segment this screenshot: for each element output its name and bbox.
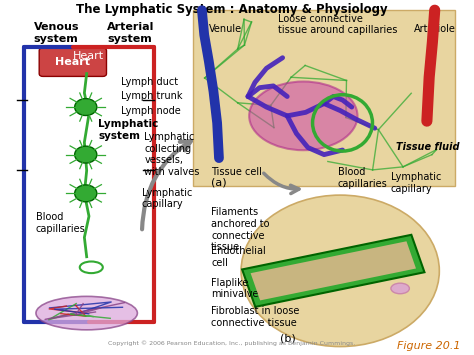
Text: Lymphatic
capillary: Lymphatic capillary xyxy=(142,188,192,209)
Ellipse shape xyxy=(391,283,410,294)
Text: Blood
capillaries: Blood capillaries xyxy=(338,167,388,189)
Text: Filaments
anchored to
connective
tissue: Filaments anchored to connective tissue xyxy=(211,207,270,252)
Text: Tissue fluid: Tissue fluid xyxy=(395,142,459,152)
Text: Venous
system: Venous system xyxy=(34,22,79,44)
Text: Lymph trunk: Lymph trunk xyxy=(121,92,183,102)
Text: Arteriole: Arteriole xyxy=(414,24,456,34)
Circle shape xyxy=(241,195,439,346)
Text: Copyright © 2006 Pearson Education, Inc., publishing as Benjamin Cummings.: Copyright © 2006 Pearson Education, Inc.… xyxy=(108,340,356,346)
Polygon shape xyxy=(242,235,424,307)
FancyBboxPatch shape xyxy=(39,48,107,76)
Ellipse shape xyxy=(36,296,137,330)
Text: Lymphatic
capillary: Lymphatic capillary xyxy=(391,172,441,194)
Text: Arterial
system: Arterial system xyxy=(108,22,155,44)
Ellipse shape xyxy=(249,82,357,150)
Text: Loose connective
tissue around capillaries: Loose connective tissue around capillari… xyxy=(278,14,397,35)
Text: Tissue cell: Tissue cell xyxy=(211,167,262,177)
Text: Blood
capillaries: Blood capillaries xyxy=(36,213,86,234)
Circle shape xyxy=(75,99,97,115)
Polygon shape xyxy=(251,241,416,300)
Text: Lymph node: Lymph node xyxy=(121,105,181,116)
Circle shape xyxy=(75,185,97,202)
Text: Lymph duct: Lymph duct xyxy=(121,77,178,87)
Circle shape xyxy=(75,146,97,163)
Text: Heart: Heart xyxy=(73,51,104,61)
Text: Figure 20.1: Figure 20.1 xyxy=(397,341,460,351)
Text: Lymphatic
system: Lymphatic system xyxy=(98,119,159,141)
Text: The Lymphatic System : Anatomy & Physiology: The Lymphatic System : Anatomy & Physiol… xyxy=(76,3,388,16)
Text: Fibroblast in loose
connective tissue: Fibroblast in loose connective tissue xyxy=(211,306,300,328)
Text: (a): (a) xyxy=(211,178,227,187)
Text: Lymphatic
collecting
vessels,
with valves: Lymphatic collecting vessels, with valve… xyxy=(144,132,200,177)
Text: Flaplike
minivalve: Flaplike minivalve xyxy=(211,278,259,300)
Text: (b): (b) xyxy=(280,333,296,343)
Text: Heart: Heart xyxy=(55,57,91,67)
Text: Venule: Venule xyxy=(209,24,242,34)
FancyBboxPatch shape xyxy=(193,10,456,186)
Text: Endothelial
cell: Endothelial cell xyxy=(211,246,266,268)
